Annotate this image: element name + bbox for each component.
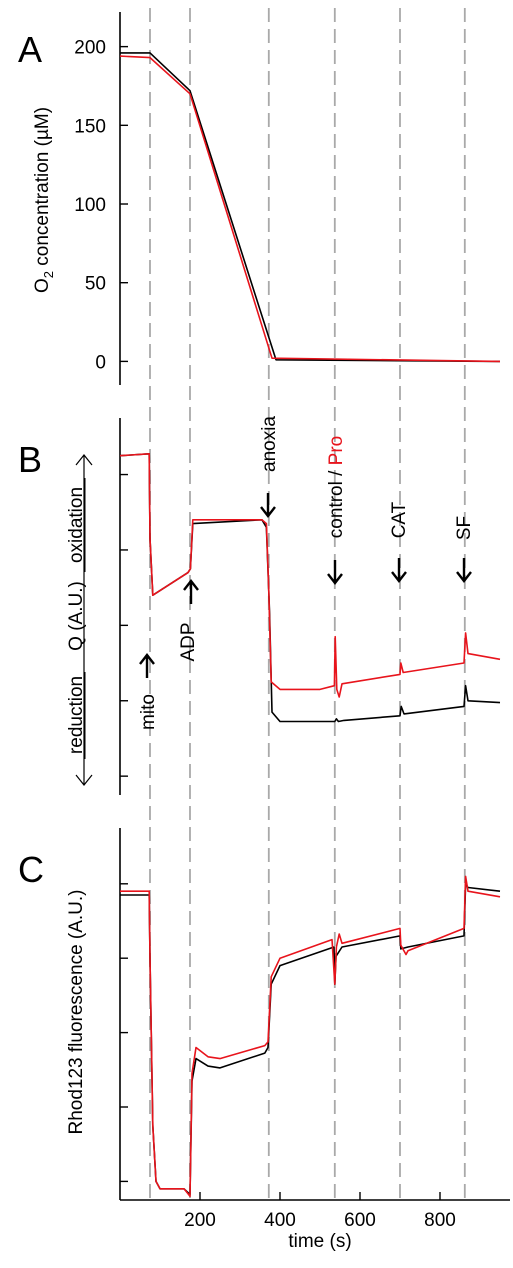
reduction-arrowhead [75,774,93,786]
annotation-adp: ADP [178,579,199,662]
panel-a-y-label-o: O [32,278,53,293]
x-axis-label: time (s) [288,1231,351,1252]
arrow-up-icon [139,653,155,678]
anoxia-label: anoxia [259,416,280,472]
panel-b-pro-line [119,453,501,698]
panel-a-y-label-rest: concentration (µM) [32,107,53,271]
annotation-anoxia: anoxia [259,416,280,518]
sf-label: SF [454,516,475,540]
panel-b-y-axis-label: reduction Q (A.U.) oxidation [66,454,93,786]
arrow-up-icon [183,579,199,604]
y-tick-label: 200 [74,38,106,59]
event-guide-lines [149,8,466,1200]
x-tick-label: 800 [424,1210,456,1231]
panel-label-c: C [18,849,44,890]
x-axis-ticks: 200 400 600 800 [184,1192,456,1231]
unlabeled-y-ticks [120,473,128,1183]
control-pro-label: control / Pro [326,436,347,538]
panel-label-a: A [18,29,42,70]
control-label: control / [326,465,347,538]
arrow-down-icon [327,560,343,585]
arrow-down-icon [260,493,276,518]
panel-b-control-line [119,453,501,723]
y-tick-label: 150 [74,116,106,137]
annotation-cat: CAT [389,501,410,583]
panel-a-control-line [120,52,501,363]
pro-label: Pro [326,436,347,466]
panel-c-series [120,875,501,1198]
oxidation-arrowhead [75,454,93,466]
panel-a-series [119,52,501,363]
x-tick-label: 600 [344,1210,376,1231]
y-tick-label: 0 [95,352,106,373]
annotation-mito: mito [138,653,159,730]
x-tick-label: 400 [264,1210,296,1231]
panel-b-series [119,453,501,723]
panel-a-y-label-subscript: 2 [41,271,56,278]
arrow-down-icon [391,558,407,583]
panel-c-pro-line [120,875,501,1198]
mito-label: mito [138,694,159,730]
annotation-sf: SF [454,516,475,583]
oxidation-label: oxidation [66,487,87,563]
panel-a-pro-line [119,55,501,363]
panel-label-b: B [18,439,42,480]
panel-a-y-ticks: 0 50 100 150 200 [74,38,128,373]
axes [119,12,510,1201]
cat-label: CAT [389,501,410,538]
adp-label: ADP [178,622,199,661]
y-tick-label: 50 [85,274,106,295]
panel-a-y-axis-label: O2 concentration (µM) [32,107,56,293]
q-units-label: Q (A.U.) [66,581,87,651]
panel-c-control-line [120,883,501,1196]
y-tick-label: 100 [74,195,106,216]
arrow-down-icon [456,558,472,583]
x-tick-label: 200 [184,1210,216,1231]
reduction-label: reduction [66,676,87,754]
annotation-control-pro: control / Pro [326,436,347,585]
panel-c-y-axis-label: Rhod123 fluorescence (A.U.) [66,889,87,1134]
